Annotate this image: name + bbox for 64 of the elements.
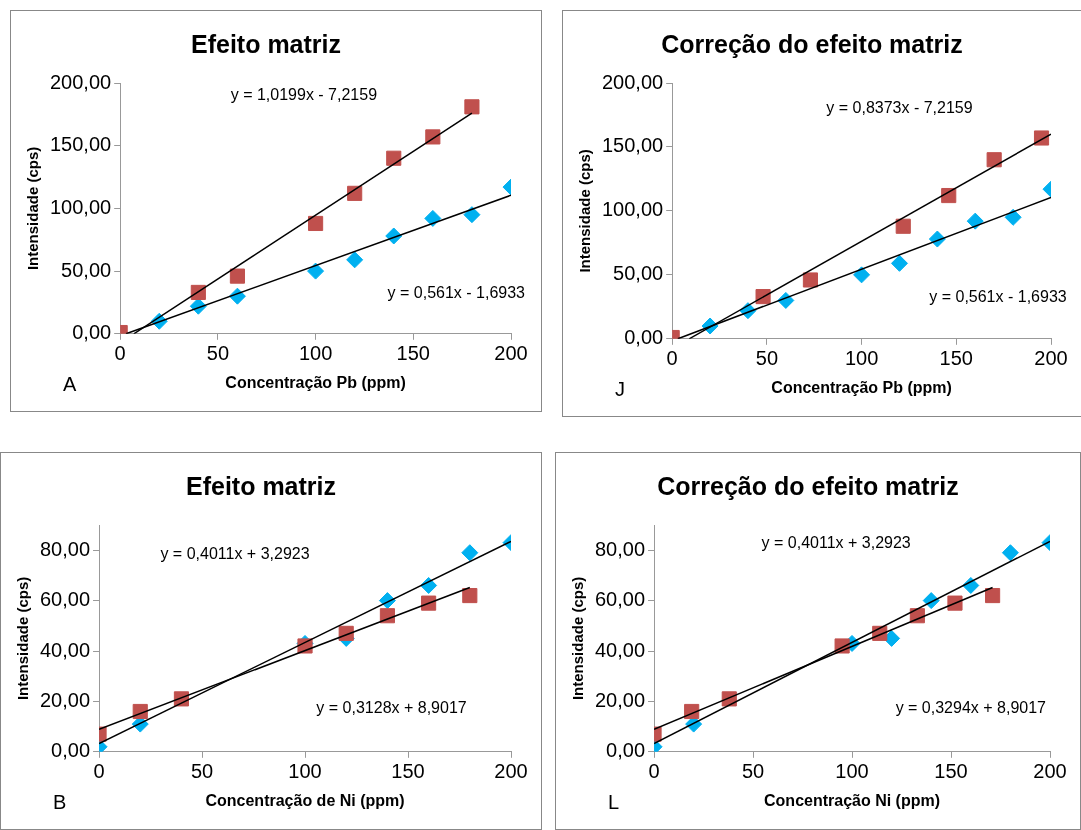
y-tick-label: 100,00 xyxy=(602,198,664,221)
y-tick-label: 20,00 xyxy=(594,688,646,711)
x-tick-label: 150 xyxy=(939,347,973,370)
chart-title: Efeito matriz xyxy=(190,29,342,58)
y-tick-label: 50,00 xyxy=(613,262,664,285)
x-tick-label: 50 xyxy=(755,347,778,370)
x-tick-label: 50 xyxy=(206,342,229,365)
annotation: y = 0,561x - 1,6933 xyxy=(929,288,1067,306)
y-tick-label: 0,00 xyxy=(72,321,112,344)
text: A xyxy=(63,372,77,395)
y-tick-label: 0,00 xyxy=(624,326,664,349)
x-tick-label: 50 xyxy=(741,760,765,783)
x-tick-label: 200 xyxy=(494,342,528,365)
x-axis-title: Concentração Ni (ppm) xyxy=(764,791,941,809)
x-tick-label: 200 xyxy=(494,760,528,783)
x-tick-label: 0 xyxy=(114,342,126,365)
x-tick-label: 100 xyxy=(844,347,879,370)
annotation: y = 0,4011x + 3,2923 xyxy=(160,544,310,562)
annotation: y = 0,3128x + 8,9017 xyxy=(316,699,467,717)
chart-title: Correção do efeito matriz xyxy=(661,29,963,58)
x-tick-label: 100 xyxy=(288,760,322,783)
y-axis-title: Intensidade (cps) xyxy=(14,576,32,701)
x-axis-title: Concentração Pb (ppm) xyxy=(225,373,406,391)
y-tick-label: 40,00 xyxy=(594,638,646,661)
text: L xyxy=(608,790,620,813)
x-tick-label: 200 xyxy=(1033,760,1067,783)
y-tick-label: 60,00 xyxy=(594,588,646,611)
y-tick-label: 20,00 xyxy=(39,688,91,711)
y-axis-title: Intensidade (cps) xyxy=(576,149,594,273)
y-tick-label: 150,00 xyxy=(50,133,112,156)
x-axis-title: Concentração de Ni (ppm) xyxy=(205,791,405,809)
x-axis-title: Concentração Pb (ppm) xyxy=(771,378,952,396)
x-tick-label: 0 xyxy=(648,760,660,783)
x-tick-label: 0 xyxy=(666,347,678,370)
x-tick-label: 150 xyxy=(396,342,430,365)
annotation: y = 0,8373x - 7,2159 xyxy=(826,98,973,116)
y-tick-label: 80,00 xyxy=(594,537,646,560)
annotation: y = 0,3294x + 8,9017 xyxy=(895,699,1047,717)
text: J xyxy=(615,377,625,400)
annotation: y = 1,0199x - 7,2159 xyxy=(230,85,378,103)
y-axis-title: Intensidade (cps) xyxy=(569,576,587,701)
x-tick-label: 100 xyxy=(298,342,333,365)
y-tick-label: 40,00 xyxy=(39,638,91,661)
x-tick-label: 100 xyxy=(835,760,869,783)
y-tick-label: 100,00 xyxy=(50,195,112,218)
x-tick-label: 150 xyxy=(934,760,968,783)
y-axis-title: Intensidade (cps) xyxy=(24,146,42,271)
y-tick-label: 50,00 xyxy=(61,258,112,281)
annotation: y = 0,561x - 1,6933 xyxy=(387,284,526,302)
y-tick-label: 60,00 xyxy=(39,588,91,611)
y-tick-label: 0,00 xyxy=(606,739,646,762)
chart-title: Correção do efeito matriz xyxy=(657,471,959,500)
y-tick-label: 0,00 xyxy=(51,739,91,762)
x-tick-label: 150 xyxy=(391,760,425,783)
x-tick-label: 50 xyxy=(190,760,214,783)
y-tick-label: 200,00 xyxy=(50,70,112,93)
y-tick-label: 200,00 xyxy=(602,70,664,93)
text: B xyxy=(53,790,67,813)
y-tick-label: 80,00 xyxy=(39,537,91,560)
annotation: y = 0,4011x + 3,2923 xyxy=(761,533,911,551)
x-tick-label: 200 xyxy=(1034,347,1068,370)
x-tick-label: 0 xyxy=(93,760,105,783)
y-tick-label: 150,00 xyxy=(602,134,664,157)
chart-title: Efeito matriz xyxy=(185,471,337,500)
